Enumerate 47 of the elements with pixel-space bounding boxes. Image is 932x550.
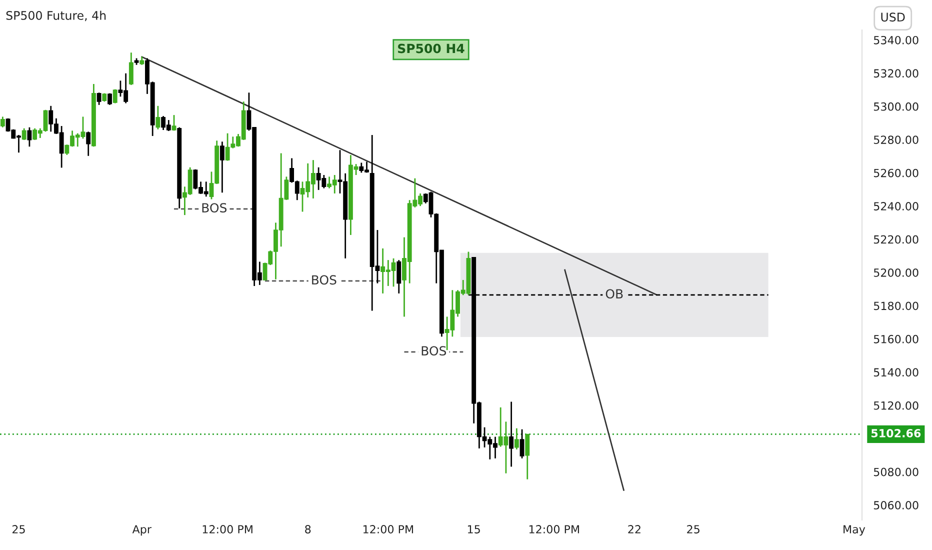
x-tick-label: 12:00 PM [363,525,414,534]
candlestick [27,126,32,148]
ref-line-label: 5102.66 [871,429,921,438]
y-tick-label: 5160.00 [874,334,918,344]
candlestick [396,259,402,294]
y-tick-label: 5240.00 [874,202,918,210]
candlestick [86,130,91,157]
candlestick [220,140,224,194]
y-tick-label: 5200.00 [874,268,918,277]
candlestick [514,428,519,450]
candlestick [172,114,176,132]
x-tick-label: 22 [628,525,640,534]
y-tick-label: 5060.00 [874,501,918,510]
x-tick-label: 12:00 PM [529,525,579,534]
x-tick-label: 25 [687,525,700,534]
annotation: BOS [312,275,336,285]
annotation: SP500 H4 [398,44,464,54]
band-label: OB [606,289,623,299]
candlestick [156,105,160,130]
y-tick-label: 5280.00 [874,136,918,144]
x-tick-label: 25 [12,525,25,534]
x-tick-label: Apr [132,525,152,536]
y-tick-label: 5220.00 [874,235,918,244]
candlestick [0,116,5,128]
y-tick-label: 5340.00 [874,36,918,44]
x-tick-label: 15 [468,525,480,534]
y-tick-label: 5080.00 [874,468,918,476]
y-tick-label: 5140.00 [874,368,918,377]
x-tick-label: May [844,525,866,536]
candlestick [22,128,26,141]
x-tick-label: 12:00 PM [202,525,252,534]
y-tick-label: 5120.00 [874,401,918,410]
annotation: BOS [422,346,446,356]
y-axis-title: USD [881,12,905,22]
x-tick-label: 8 [305,525,311,534]
y-tick-label: 5260.00 [874,168,918,178]
candlestick [128,52,134,86]
candlestick [520,428,524,460]
annotation: BOS [202,203,227,213]
y-tick-label: 5320.00 [874,69,918,78]
candlestick [96,92,102,106]
candlestick [525,433,530,480]
y-tick-label: 5180.00 [874,302,918,310]
candlestick [112,88,118,104]
y-tick-label: 5300.00 [874,102,918,111]
chart-title: SP500 Future, 4h [6,10,106,22]
candlestick [509,401,514,468]
